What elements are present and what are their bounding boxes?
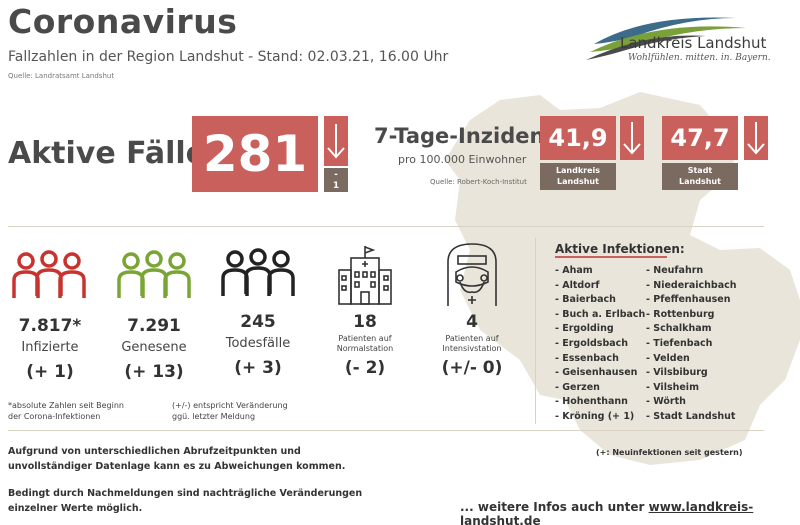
list-item: - Ergoldsbach [555,337,629,349]
list-item: - Velden [646,352,690,364]
website-prefix: ... weitere Infos auch unter [460,500,649,514]
list-item: - Pfeffenhausen [646,294,731,306]
new-infections-note: (+: Neuinfektionen seit gestern) [596,448,743,457]
people-group-black-icon [221,248,295,296]
list-item: - Hohenthann [555,396,628,408]
page-subtitle: Fallzahlen in der Region Landshut - Stan… [8,49,449,65]
website-line: ... weitere Infos auch unter www.landkre… [460,500,800,525]
list-item: - Essenbach [555,352,619,364]
list-item: - Schalkham [646,323,712,335]
medic-icon [447,243,497,306]
normalstation-value: 18 [353,312,377,332]
incidence-landkreis-label: Landkreis Landshut [540,163,616,190]
list-item: - Neufahrn [646,265,704,276]
infections-title: Aktive Infektionen: [555,242,685,256]
active-cases-value: 281 [192,116,318,192]
infections-list-right: - Neufahrn - Niederaichbach - Pfeffenhau… [646,264,737,425]
infizierte-value: 7.817* [18,316,82,336]
divider [8,226,764,227]
list-item: - Gerzen [555,381,600,393]
active-cases-delta: - 15 [324,168,348,202]
list-item: - Buch a. Erlbach [555,308,646,320]
todesfaelle-value: 245 [240,312,276,332]
vertical-divider [535,238,536,424]
list-item: - Niederaichbach [646,279,737,291]
incidence-stadt-value: 47,7 [662,116,738,160]
infections-title-underline [555,256,667,258]
arrow-down-icon [744,116,768,160]
list-item: - Aham [555,265,593,276]
website-link[interactable]: www.landkreis-landshut.de [460,500,754,525]
active-cases-label: Aktive Fälle [8,136,207,171]
incidence-landkreis-value: 41,9 [540,116,616,160]
intensivstation-label: Patienten auf Intensivstation [442,334,502,353]
footer-disclaimer-1: Aufgrund von unterschiedlichen Abrufzeit… [8,446,346,472]
list-item: - Vilsheim [646,381,699,393]
change-note: (+/-) entspricht Veränderung ggü. letzte… [172,401,288,421]
incidence-subtitle: pro 100.000 Einwohner [398,153,527,166]
logo-name: Landkreis Landshut [620,34,767,52]
list-item: - Rottenburg [646,308,715,320]
infections-list-left: - Aham - Altdorf - Baierbach - Buch a. E… [555,264,645,425]
list-item: - Altdorf [555,279,600,291]
list-item: - Ergolding [555,323,614,335]
logo-slogan: Wohlfühlen. mitten. in. Bayern. [628,53,771,63]
absolute-note: *absolute Zahlen seit Beginn der Corona-… [8,401,124,421]
list-item: - Wörth [646,396,686,408]
people-group-green-icon [117,250,191,298]
source-note: Quelle: Landratsamt Landshut [8,72,115,80]
normalstation-delta: (- 2) [344,358,386,378]
list-item: - Vilsbiburg [646,367,708,379]
infizierte-delta: (+ 1) [26,362,74,382]
incidence-title: 7-Tage-Inzidenz [374,124,557,148]
list-item: - Baierbach [555,294,616,306]
arrow-down-icon [324,116,348,166]
genesene-label: Genesene [121,340,187,355]
list-item: - Stadt Landshut [646,410,736,422]
footer-disclaimer-2: Bedingt durch Nachmeldungen sind nachträ… [8,488,363,514]
hospital-icon [338,246,392,305]
genesene-value: 7.291 [127,316,181,336]
normalstation-label: Patienten auf Normalstation [336,334,394,353]
intensivstation-delta: (+/- 0) [441,358,503,378]
arrow-down-icon [620,116,644,160]
divider [8,430,764,431]
infizierte-label: Infizierte [21,340,79,355]
list-item: - Tiefenbach [646,337,713,349]
incidence-stadt-label: Stadt Landshut [662,163,738,190]
todesfaelle-delta: (+ 3) [234,358,282,378]
landkreis-logo-icon [586,17,746,60]
todesfaelle-label: Todesfälle [225,336,291,351]
people-group-red-icon [12,250,86,298]
list-item: - Kröning (+ 1) [555,410,635,422]
list-item: - Geisenhausen [555,367,638,379]
page-title: Coronavirus [8,2,238,41]
genesene-delta: (+ 13) [124,362,184,382]
intensivstation-value: 4 [466,312,478,332]
incidence-source: Quelle: Robert-Koch-Institut [430,178,527,186]
